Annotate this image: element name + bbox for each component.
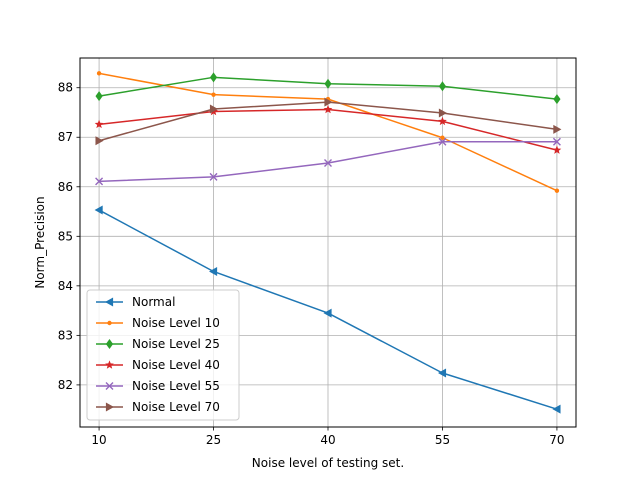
data-point: [553, 94, 561, 105]
legend-marker: [105, 382, 114, 390]
y-tick-label: 87: [58, 130, 73, 144]
y-tick-label: 85: [58, 229, 73, 243]
series-layer: [94, 71, 562, 414]
legend-marker: [105, 402, 114, 412]
data-point: [209, 104, 219, 114]
legend-marker: [105, 297, 114, 307]
legend-label: Noise Level 55: [132, 379, 220, 393]
axis-ticks: 10 25 40 55 70 82 83 84 85 86 87 88: [58, 81, 565, 447]
data-point: [438, 116, 447, 126]
legend-entry: Normal: [96, 295, 175, 309]
legend-marker: [105, 360, 114, 369]
legend-marker: [105, 339, 114, 349]
data-point: [95, 177, 104, 186]
x-tick-label: 55: [435, 433, 450, 447]
y-tick-label: 82: [58, 378, 73, 392]
legend-box: [86, 289, 240, 421]
x-tick-label: 70: [549, 433, 564, 447]
legend-label: Noise Level 25: [132, 337, 220, 351]
data-point: [95, 136, 104, 146]
legend-label: Normal: [132, 295, 175, 309]
legend-label: Noise Level 40: [132, 358, 220, 372]
x-tick-label: 40: [320, 433, 335, 447]
data-point: [211, 92, 216, 97]
data-point: [209, 266, 218, 276]
data-point: [552, 404, 561, 414]
legend-entry: Noise Level 40: [96, 358, 220, 372]
legend: Normal Noise Level 10 Noise Level 25 Noise …: [86, 289, 240, 421]
series-noise-level-70: [95, 97, 562, 146]
legend-entry: Noise Level 70: [96, 400, 220, 414]
data-point: [95, 91, 103, 102]
legend-marker: [107, 320, 112, 326]
x-tick-label: 25: [206, 433, 221, 447]
data-point: [553, 124, 562, 134]
data-point: [437, 368, 447, 378]
y-tick-label: 83: [58, 328, 73, 342]
data-point: [552, 137, 561, 146]
legend-entry: Noise Level 25: [96, 337, 220, 351]
data-point: [323, 104, 333, 114]
data-point: [438, 81, 447, 92]
data-point: [94, 119, 104, 129]
legend-entry: Noise Level 55: [96, 379, 220, 393]
legend-entry: Noise Level 10: [96, 316, 220, 330]
series-normal: [94, 205, 561, 414]
data-point: [324, 97, 333, 107]
series-noise-level-10: [96, 71, 560, 193]
data-point: [552, 145, 562, 154]
data-point: [438, 137, 447, 146]
grid: [80, 58, 576, 427]
x-tick-label: 10: [91, 433, 106, 447]
y-tick-label: 86: [58, 180, 73, 194]
y-tick-label: 84: [58, 279, 73, 293]
data-point: [554, 188, 560, 193]
series-noise-level-25: [95, 72, 561, 105]
data-point: [324, 78, 332, 89]
legend-label: Noise Level 10: [132, 316, 220, 330]
data-point: [94, 205, 103, 215]
y-tick-label: 88: [58, 81, 73, 95]
data-point: [209, 72, 218, 83]
x-axis-label: Noise level of testing set.: [252, 456, 404, 470]
data-point: [438, 108, 447, 118]
y-axis-label: Norm_Precision: [33, 196, 47, 288]
data-point: [209, 172, 218, 181]
series-noise-level-55: [95, 137, 561, 186]
data-point: [323, 308, 332, 318]
legend-label: Noise Level 70: [132, 400, 220, 414]
data-point: [324, 159, 332, 167]
data-point: [440, 135, 445, 140]
data-point: [96, 71, 102, 76]
